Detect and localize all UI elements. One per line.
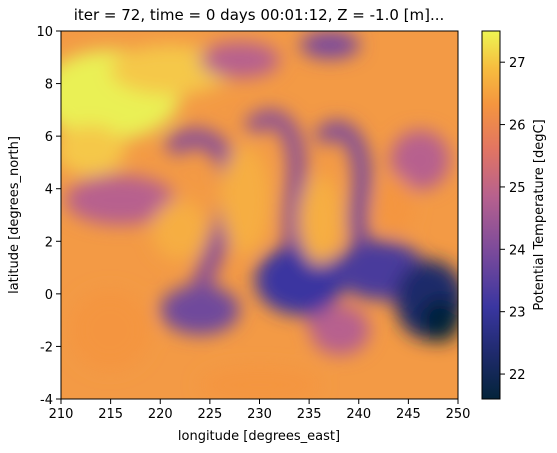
chart-title: iter = 72, time = 0 days 00:01:12, Z = -… (74, 6, 445, 24)
x-tick-label: 250 (446, 407, 471, 422)
colorbar-tick-label: 22 (509, 368, 526, 383)
x-tick-label: 245 (396, 407, 421, 422)
y-tick-label: 4 (45, 183, 53, 198)
y-tick-label: 8 (45, 78, 53, 93)
y-axis: -4 -2 0 2 4 6 8 10 (36, 25, 61, 408)
y-tick-label: 6 (45, 130, 53, 145)
x-tick-label: 240 (346, 407, 371, 422)
y-tick-label: 10 (36, 25, 53, 40)
colorbar-tick-label: 24 (509, 243, 526, 258)
colorbar-axis: 22 23 24 25 26 27 (500, 56, 526, 383)
x-tick-label: 215 (98, 407, 123, 422)
x-tick-label: 220 (148, 407, 173, 422)
colorbar-label: Potential Temperature [degC] (532, 119, 547, 310)
x-tick-label: 230 (247, 407, 272, 422)
colorbar-tick-label: 25 (509, 181, 526, 196)
colorbar (481, 30, 501, 400)
heatmap-field (61, 31, 458, 399)
x-tick-label: 235 (297, 407, 322, 422)
x-tick-label: 210 (49, 407, 74, 422)
y-tick-label: -4 (40, 393, 53, 408)
y-tick-label: 2 (45, 235, 53, 250)
y-axis-label: latitude [degrees_north] (7, 136, 22, 294)
x-tick-label: 225 (197, 407, 222, 422)
y-tick-label: -2 (40, 340, 53, 355)
y-tick-label: 0 (45, 288, 53, 303)
colorbar-tick-label: 27 (509, 56, 526, 71)
x-axis-label: longitude [degrees_east] (178, 429, 340, 444)
colorbar-tick-label: 23 (509, 306, 526, 321)
colorbar-tick-label: 26 (509, 119, 526, 134)
x-axis: 210 215 220 225 230 235 240 245 250 (49, 399, 471, 422)
